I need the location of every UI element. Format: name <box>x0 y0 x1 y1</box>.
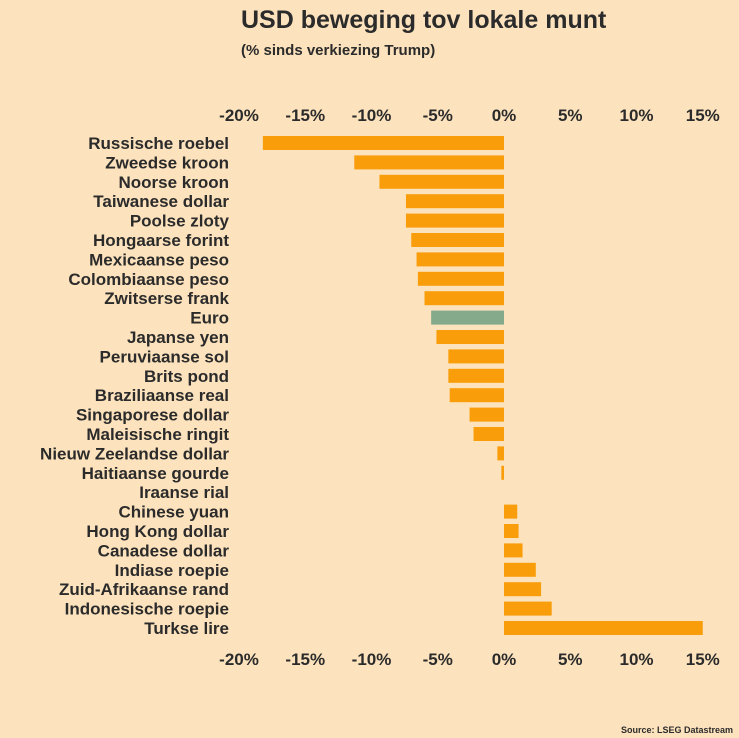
bar <box>448 349 504 364</box>
tick-label-bottom: -5% <box>423 650 453 669</box>
category-label: Poolse zloty <box>130 212 230 231</box>
tick-label-top: 0% <box>492 106 517 125</box>
bar <box>504 524 519 538</box>
tick-label-bottom: -20% <box>219 650 259 669</box>
tick-label-top: -10% <box>352 106 392 125</box>
bar <box>504 504 518 519</box>
tick-label-bottom: 0% <box>492 650 517 669</box>
bar <box>473 427 504 441</box>
tick-label-bottom: -15% <box>285 650 325 669</box>
bar <box>417 271 504 286</box>
bar <box>379 174 504 189</box>
category-label: Brits pond <box>144 367 229 386</box>
bar <box>405 213 504 228</box>
top-axis-ticks: -20% -15% -10% -5% 0% 5% 10% 15% <box>219 106 720 125</box>
category-label: Colombiaanse peso <box>68 270 229 289</box>
category-label: Peruviaanse sol <box>100 347 229 366</box>
category-label: Nieuw Zeelandse dollar <box>40 444 229 463</box>
bar <box>262 136 504 150</box>
chart-title: USD beweging tov lokale munt <box>241 6 607 34</box>
category-label: Braziliaanse real <box>95 386 229 405</box>
category-label: Hong Kong dollar <box>86 522 229 541</box>
source-note: Source: LSEG Datastream <box>620 725 733 735</box>
category-label: Zwitserse frank <box>104 289 229 308</box>
bar <box>449 388 504 403</box>
category-label: Mexicaanse peso <box>89 250 229 269</box>
category-label: Indonesische roepie <box>65 600 229 619</box>
tick-label-bottom: -10% <box>352 650 392 669</box>
bar <box>354 155 504 170</box>
category-label: Hongaarse forint <box>93 231 229 250</box>
category-label: Chinese yuan <box>118 503 229 522</box>
bar <box>411 233 504 247</box>
tick-label-top: -15% <box>285 106 325 125</box>
category-label: Iraanse rial <box>139 483 229 502</box>
category-label: Maleisische ringit <box>86 425 229 444</box>
bar <box>504 621 703 635</box>
category-label: Taiwanese dollar <box>93 192 229 211</box>
category-label: Haitiaanse gourde <box>82 464 229 483</box>
bar <box>504 543 523 558</box>
bar <box>416 252 504 267</box>
tick-label-bottom: 5% <box>558 650 583 669</box>
bar <box>469 407 504 422</box>
bar <box>436 330 504 344</box>
tick-label-top: -5% <box>423 106 453 125</box>
chart-subtitle: (% sinds verkiezing Trump) <box>241 42 436 59</box>
category-label: Singaporese dollar <box>76 406 229 425</box>
bar <box>501 465 504 480</box>
bar <box>497 446 504 461</box>
category-label: Turkse lire <box>144 619 229 638</box>
bar <box>504 601 552 616</box>
bar <box>424 291 504 306</box>
tick-label-top: 10% <box>619 106 653 125</box>
bar <box>448 368 504 383</box>
tick-label-top: -20% <box>219 106 259 125</box>
category-label: Zuid-Afrikaanse rand <box>59 580 229 599</box>
category-label: Zweedse kroon <box>105 153 229 172</box>
bar <box>431 310 504 325</box>
category-label: Noorse kroon <box>118 173 229 192</box>
tick-label-top: 15% <box>686 106 720 125</box>
category-label: Canadese dollar <box>98 541 230 560</box>
tick-label-top: 5% <box>558 106 583 125</box>
tick-label-bottom: 10% <box>619 650 653 669</box>
category-label: Indiase roepie <box>115 561 229 580</box>
bar <box>504 582 542 597</box>
bar <box>405 194 504 209</box>
category-label: Russische roebel <box>88 134 229 153</box>
category-label: Euro <box>190 309 229 328</box>
category-label: Japanse yen <box>127 328 229 347</box>
bars <box>262 136 703 635</box>
bar <box>504 562 536 577</box>
bottom-axis-ticks: -20% -15% -10% -5% 0% 5% 10% 15% <box>219 650 720 669</box>
tick-label-bottom: 15% <box>686 650 720 669</box>
